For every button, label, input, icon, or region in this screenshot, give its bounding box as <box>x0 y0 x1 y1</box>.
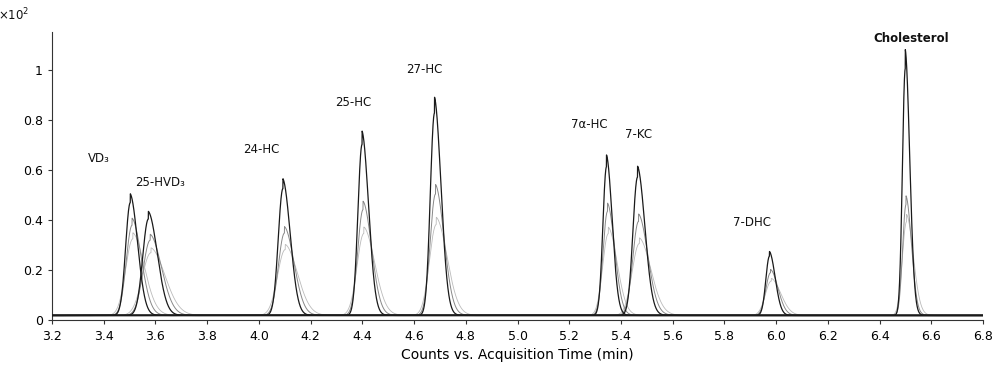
Text: 25-HC: 25-HC <box>335 96 371 108</box>
X-axis label: Counts vs. Acquisition Time (min): Counts vs. Acquisition Time (min) <box>401 348 634 362</box>
Text: 27-HC: 27-HC <box>406 63 443 76</box>
Text: $\times10^2$: $\times10^2$ <box>0 7 29 23</box>
Text: 7-DHC: 7-DHC <box>733 216 771 229</box>
Text: Cholesterol: Cholesterol <box>873 32 949 45</box>
Text: 24-HC: 24-HC <box>243 143 280 156</box>
Text: VD₃: VD₃ <box>88 152 110 165</box>
Text: 7-KC: 7-KC <box>625 128 652 141</box>
Text: 7α-HC: 7α-HC <box>571 118 607 131</box>
Text: 25-HVD₃: 25-HVD₃ <box>135 176 185 189</box>
